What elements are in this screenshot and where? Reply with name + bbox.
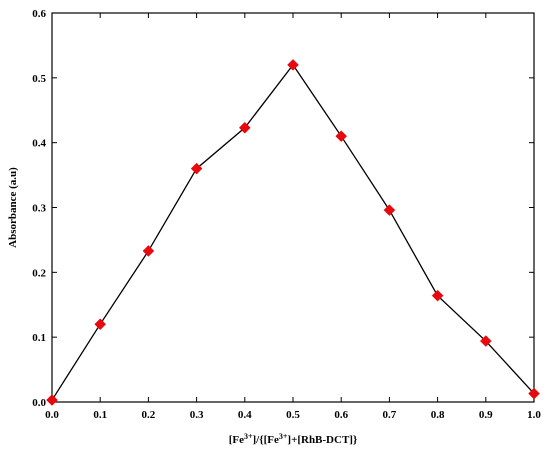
- data-point-marker: [190, 162, 203, 175]
- y-axis-title: Absorbance (a.u): [7, 167, 19, 248]
- y-tick-label: 0.0: [32, 397, 46, 409]
- axis-ticks: 0.0 0.1 0.2 0.3 0.4 0.5 0.6 0.7 0.8 0.9 1.0 0.0 0.1 0…: [32, 8, 541, 421]
- x-axis-title-superscript: 3+: [279, 432, 288, 441]
- y-tick-label: 0.1: [32, 332, 46, 344]
- y-tick-label: 0.6: [32, 8, 46, 20]
- y-tick-label: 0.3: [32, 203, 46, 215]
- data-point-marker: [335, 130, 348, 143]
- x-tick-label: 0.0: [45, 409, 59, 421]
- data-point-marker: [94, 318, 107, 331]
- data-point-marker: [46, 394, 58, 406]
- data-point-marker: [528, 387, 540, 400]
- series-marker-layer: [46, 59, 540, 406]
- data-point-marker: [431, 289, 444, 302]
- x-axis-title-part: ]/{[Fe: [253, 434, 279, 446]
- x-tick-label: 0.3: [190, 409, 204, 421]
- data-point-marker: [479, 335, 492, 347]
- data-point-marker: [238, 121, 251, 134]
- series-line: [51, 63, 535, 401]
- series-line-layer: [51, 63, 535, 401]
- y-tick-label: 0.2: [32, 267, 46, 279]
- x-tick-label: 0.4: [238, 409, 252, 421]
- x-tick-label: 0.2: [142, 409, 156, 421]
- x-tick-label: 0.1: [93, 409, 107, 421]
- x-tick-label: 0.7: [383, 409, 397, 421]
- x-tick-label: 0.9: [479, 409, 493, 421]
- x-axis-title-part: [Fe: [229, 434, 244, 446]
- data-point-marker: [383, 204, 396, 216]
- data-point-marker: [287, 59, 299, 71]
- x-axis-title: [Fe3+]/{[Fe3+]+[RhB-DCT]}: [229, 432, 358, 447]
- x-tick-label: 0.5: [286, 409, 300, 421]
- y-tick-label: 0.5: [32, 73, 46, 85]
- y-tick-label: 0.4: [32, 138, 46, 150]
- x-axis-title-superscript: 3+: [244, 432, 253, 441]
- x-axis-title-part: ]+[RhB-DCT]}: [287, 434, 357, 446]
- x-tick-label: 0.8: [431, 409, 445, 421]
- data-point-marker: [142, 245, 155, 257]
- x-tick-label: 1.0: [527, 409, 541, 421]
- x-tick-label: 0.6: [334, 409, 348, 421]
- plot-frame: [51, 12, 535, 403]
